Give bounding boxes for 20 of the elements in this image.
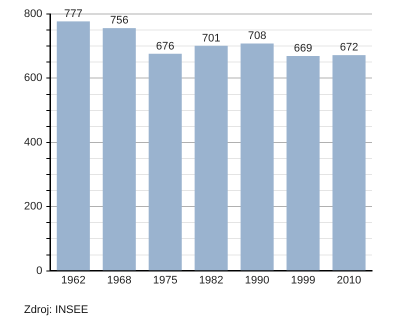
x-tick-label: 2010 (336, 274, 362, 286)
y-tick-label: 200 (24, 200, 42, 213)
data-label: 756 (110, 14, 128, 27)
data-label: 669 (294, 42, 312, 55)
y-tick-label: 800 (24, 8, 42, 20)
x-tick-label: 1962 (61, 274, 86, 286)
data-label: 777 (64, 8, 83, 20)
x-tick-label: 1999 (290, 274, 316, 286)
data-label: 672 (340, 42, 358, 54)
y-tick-label: 0 (36, 264, 42, 277)
x-tick-label: 1975 (152, 274, 178, 286)
y-tick-label: 400 (24, 136, 42, 148)
data-label: 676 (156, 40, 174, 52)
x-tick-label: 1982 (198, 274, 224, 286)
text: Zdroj: INSEE (24, 304, 88, 316)
data-label: 701 (202, 32, 220, 44)
x-tick-label: 1968 (107, 274, 132, 286)
x-tick-label: 1990 (244, 274, 270, 286)
data-label: 708 (248, 30, 266, 42)
y-tick-label: 600 (24, 72, 42, 84)
